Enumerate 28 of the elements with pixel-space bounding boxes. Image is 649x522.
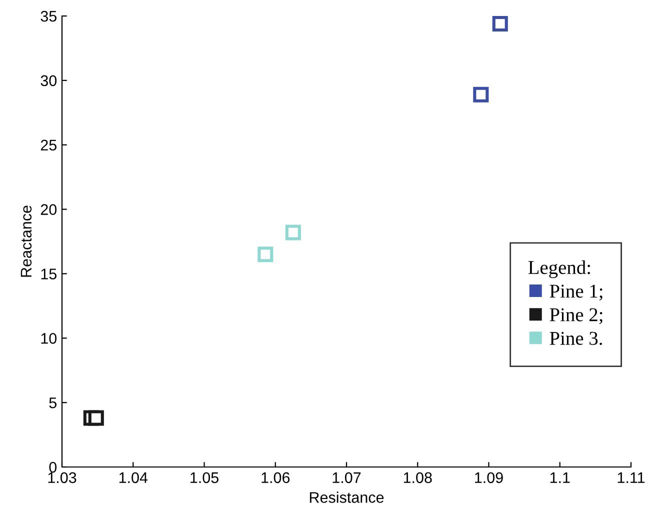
x-tick-label: 1.09 xyxy=(475,472,503,484)
legend-label: Pine 1; xyxy=(550,284,602,301)
y-tick-label: 30 xyxy=(40,75,57,86)
legend-title: Legend: xyxy=(528,260,590,278)
x-tick-label: 1.11 xyxy=(618,472,645,483)
x-tick-label: 1.07 xyxy=(332,472,361,484)
y-tick-label: 0 xyxy=(49,462,57,473)
y-tick-label: 20 xyxy=(40,204,57,215)
legend-label: Pine 3. xyxy=(550,332,602,345)
y-tick-label: 5 xyxy=(49,398,56,408)
y-tick-label: 25 xyxy=(40,140,56,151)
y-tick-label: 35 xyxy=(40,10,56,22)
point xyxy=(492,16,508,32)
x-tick-label: 1.04 xyxy=(119,472,148,484)
point xyxy=(258,246,274,262)
y-tick-label: 10 xyxy=(41,333,57,344)
point xyxy=(285,224,301,240)
y-tick-label: 15 xyxy=(41,268,56,280)
x-axis-title: Resistance xyxy=(310,492,384,503)
point xyxy=(88,410,104,426)
point xyxy=(473,86,489,102)
x-tick-label: 1.08 xyxy=(404,472,432,484)
x-tick-label: 1.06 xyxy=(262,472,290,484)
x-tick-label: 1.03 xyxy=(48,472,76,484)
x-tick-label: 1.1 xyxy=(550,472,570,483)
y-axis-title: Reactance xyxy=(20,206,32,277)
legend-label: Pine 2; xyxy=(550,308,602,324)
x-tick-label: 1.05 xyxy=(190,472,218,484)
